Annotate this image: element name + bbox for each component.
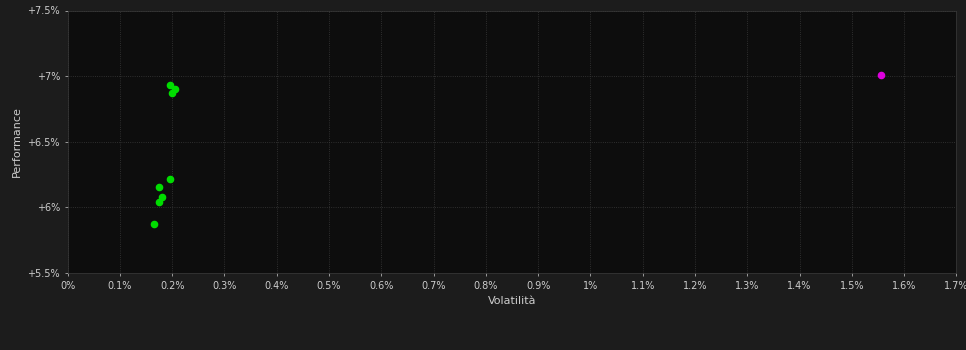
- Point: [164, 90, 180, 96]
- Point: [152, 199, 167, 205]
- Point: [146, 222, 161, 227]
- Point: [152, 184, 167, 190]
- X-axis label: Volatilità: Volatilità: [488, 296, 536, 306]
- Point: [154, 194, 169, 199]
- Y-axis label: Performance: Performance: [12, 106, 22, 177]
- Point: [162, 176, 178, 181]
- Point: [167, 86, 183, 92]
- Point: [162, 82, 178, 88]
- Point: [873, 73, 889, 78]
